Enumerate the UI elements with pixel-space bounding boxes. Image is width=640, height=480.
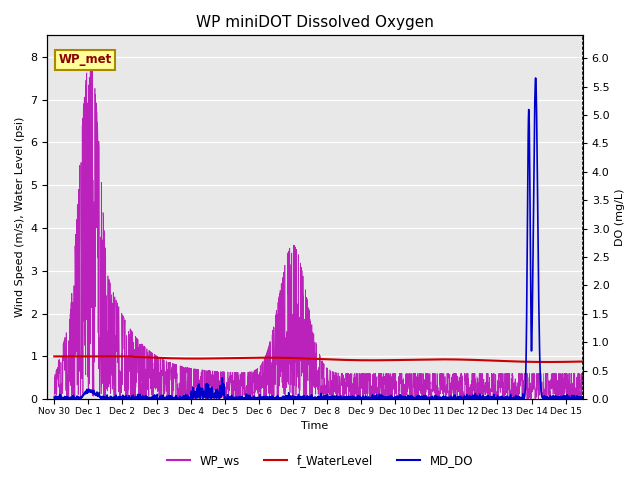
Title: WP miniDOT Dissolved Oxygen: WP miniDOT Dissolved Oxygen [196,15,434,30]
X-axis label: Time: Time [301,421,329,432]
Text: WP_met: WP_met [58,53,111,66]
Y-axis label: DO (mg/L): DO (mg/L) [615,189,625,246]
Y-axis label: Wind Speed (m/s), Water Level (psi): Wind Speed (m/s), Water Level (psi) [15,117,25,317]
Legend: WP_ws, f_WaterLevel, MD_DO: WP_ws, f_WaterLevel, MD_DO [162,449,478,472]
